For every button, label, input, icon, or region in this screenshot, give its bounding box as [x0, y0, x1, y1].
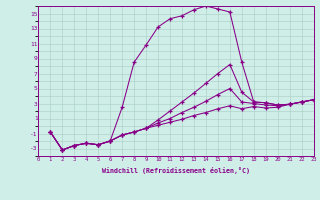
X-axis label: Windchill (Refroidissement éolien,°C): Windchill (Refroidissement éolien,°C): [102, 167, 250, 174]
